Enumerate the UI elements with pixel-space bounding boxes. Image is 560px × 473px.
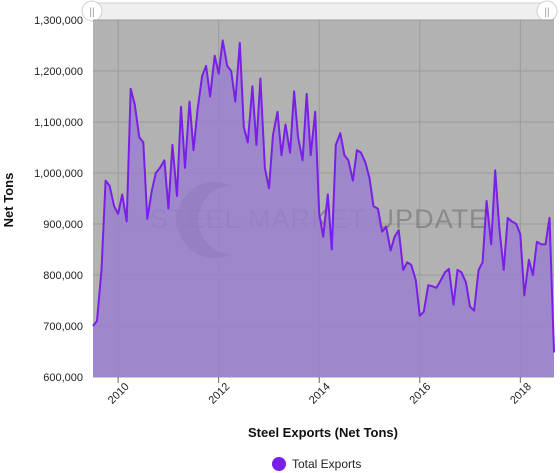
navigator-right-handle[interactable]: ||	[536, 0, 558, 22]
navigator-scrollbar[interactable]: || ||	[81, 0, 558, 24]
y-tick-label: 700,000	[43, 321, 83, 333]
legend-marker-icon[interactable]	[272, 457, 286, 471]
y-axis-ticks: 600,000 700,000 800,000 900,000 1,000,000 1,1…	[34, 15, 83, 384]
x-tick-label: 2010	[106, 381, 132, 407]
y-tick-label: 600,000	[43, 372, 83, 384]
series-area-fill	[93, 40, 554, 378]
y-tick-label: 1,300,000	[34, 15, 83, 27]
x-tick-label: 2012	[206, 381, 232, 407]
series-line[interactable]	[92, 39, 555, 353]
x-tick-label: 2018	[508, 381, 534, 407]
legend[interactable]: Total Exports	[272, 457, 361, 471]
y-tick-label: 800,000	[43, 270, 83, 282]
y-axis-title: Net Tons	[1, 173, 16, 228]
series-layer	[92, 39, 555, 378]
legend-label[interactable]: Total Exports	[292, 457, 361, 471]
x-tick-label: 2016	[408, 381, 434, 407]
navigator-left-grip: ||	[89, 7, 94, 18]
x-tick-label: 2014	[307, 381, 333, 407]
x-axis-title: Steel Exports (Net Tons)	[248, 425, 398, 440]
navigator-right-grip: ||	[544, 7, 549, 18]
y-tick-label: 1,200,000	[34, 66, 83, 78]
x-axis-ticks: 2010 2012 2014 2016 2018	[106, 377, 534, 407]
y-tick-label: 1,100,000	[34, 117, 83, 129]
y-tick-label: 900,000	[43, 219, 83, 231]
navigator-left-handle[interactable]: ||	[81, 0, 103, 22]
y-tick-label: 1,000,000	[34, 168, 83, 180]
